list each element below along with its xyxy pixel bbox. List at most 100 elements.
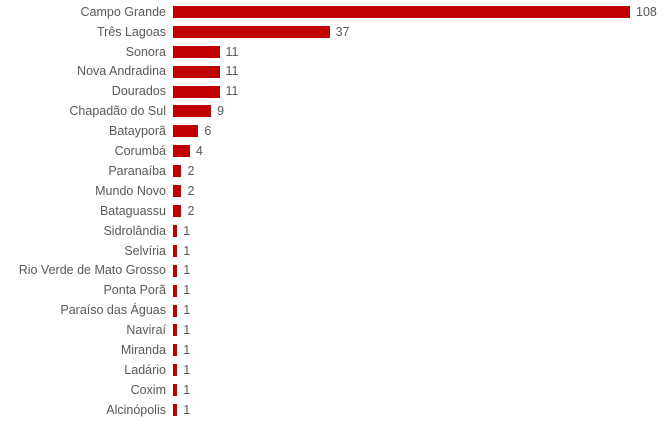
bar-track: 1 (173, 281, 664, 301)
bar-track: 1 (173, 320, 664, 340)
category-label: Dourados (111, 84, 166, 99)
chart-row: Batayporã 6 (0, 121, 664, 141)
bar (173, 244, 178, 257)
chart-row: Alcinópolis 1 (0, 400, 664, 420)
bar-track: 2 (173, 161, 664, 181)
bar (173, 85, 220, 98)
chart-row: Paranaíba 2 (0, 161, 664, 181)
bar-track: 1 (173, 261, 664, 281)
value-label: 1 (183, 243, 191, 258)
value-label: 9 (217, 104, 225, 119)
category-label: Coxim (130, 382, 166, 397)
category-label: Ponta Porã (103, 283, 166, 298)
category-label: Nova Andradina (77, 64, 166, 79)
bar-track: 1 (173, 301, 664, 321)
bar (173, 125, 199, 138)
chart-row: Três Lagoas 37 (0, 22, 664, 42)
bar (173, 344, 178, 357)
bar-track: 1 (173, 221, 664, 241)
chart-row: Bataguassu 2 (0, 201, 664, 221)
category-label: Sidrolândia (103, 223, 166, 238)
category-label: Ladário (124, 362, 166, 377)
value-label: 108 (636, 4, 657, 19)
value-label: 1 (183, 343, 191, 358)
chart-row: Naviraí 1 (0, 320, 664, 340)
bar (173, 65, 220, 78)
bar-track: 11 (173, 42, 664, 62)
bar-track: 6 (173, 121, 664, 141)
bar (173, 324, 178, 337)
bar-track: 1 (173, 241, 664, 261)
chart-row: Miranda 1 (0, 340, 664, 360)
value-label: 11 (225, 64, 239, 79)
value-label: 1 (183, 263, 191, 278)
category-label: Paraíso das Águas (60, 303, 166, 318)
bar (173, 404, 178, 417)
value-label: 1 (183, 283, 191, 298)
category-label: Chapadão do Sul (69, 104, 166, 119)
value-label: 11 (225, 84, 239, 99)
category-label: Campo Grande (80, 4, 166, 19)
chart-row: Campo Grande 108 (0, 2, 664, 22)
bar-track: 1 (173, 340, 664, 360)
chart-row: Dourados 11 (0, 82, 664, 102)
bar-track: 9 (173, 102, 664, 122)
category-label: Corumbá (114, 144, 166, 159)
value-label: 2 (187, 163, 195, 178)
chart-row: Rio Verde de Mato Grosso 1 (0, 261, 664, 281)
bar-track: 4 (173, 141, 664, 161)
chart-row: Selvíria 1 (0, 241, 664, 261)
bar (173, 384, 178, 397)
chart-row: Sidrolândia 1 (0, 221, 664, 241)
category-label: Sonora (125, 44, 166, 59)
category-label: Rio Verde de Mato Grosso (18, 263, 166, 278)
bar (173, 224, 178, 237)
value-label: 11 (225, 44, 239, 59)
value-label: 37 (335, 24, 350, 39)
chart-row: Paraíso das Águas 1 (0, 301, 664, 321)
bar (173, 5, 630, 18)
value-label: 1 (183, 362, 191, 377)
bar (173, 105, 212, 118)
bar-track: 1 (173, 360, 664, 380)
chart-row: Coxim 1 (0, 380, 664, 400)
bar (173, 165, 182, 178)
category-label: Alcinópolis (106, 402, 166, 417)
value-label: 1 (183, 382, 191, 397)
bar-track: 108 (173, 2, 664, 22)
category-label: Selvíria (124, 243, 166, 258)
chart-row: Sonora 11 (0, 42, 664, 62)
chart-row: Ponta Porã 1 (0, 281, 664, 301)
value-label: 1 (183, 402, 191, 417)
chart-row: Chapadão do Sul 9 (0, 102, 664, 122)
category-label: Paranaíba (108, 163, 166, 178)
chart-row: Ladário 1 (0, 360, 664, 380)
bar-track: 2 (173, 201, 664, 221)
category-label: Três Lagoas (96, 24, 166, 39)
bar (173, 264, 178, 277)
value-label: 4 (195, 144, 203, 159)
bar-track: 2 (173, 181, 664, 201)
bar (173, 364, 178, 377)
value-label: 1 (183, 223, 191, 238)
bar-track: 1 (173, 400, 664, 420)
category-label: Bataguassu (99, 203, 166, 218)
bar (173, 185, 182, 198)
value-label: 1 (183, 303, 191, 318)
value-label: 2 (187, 183, 195, 198)
bar-track: 1 (173, 380, 664, 400)
category-label: Batayporã (109, 124, 166, 139)
chart-row: Corumbá 4 (0, 141, 664, 161)
bar (173, 45, 220, 58)
category-label: Naviraí (126, 323, 166, 338)
bar-track: 11 (173, 62, 664, 82)
chart-row: Mundo Novo 2 (0, 181, 664, 201)
value-label: 2 (187, 203, 195, 218)
bar (173, 145, 190, 158)
category-label: Mundo Novo (95, 183, 166, 198)
value-label: 6 (204, 124, 212, 139)
bar-track: 37 (173, 22, 664, 42)
bar (173, 204, 182, 217)
bar (173, 304, 178, 317)
